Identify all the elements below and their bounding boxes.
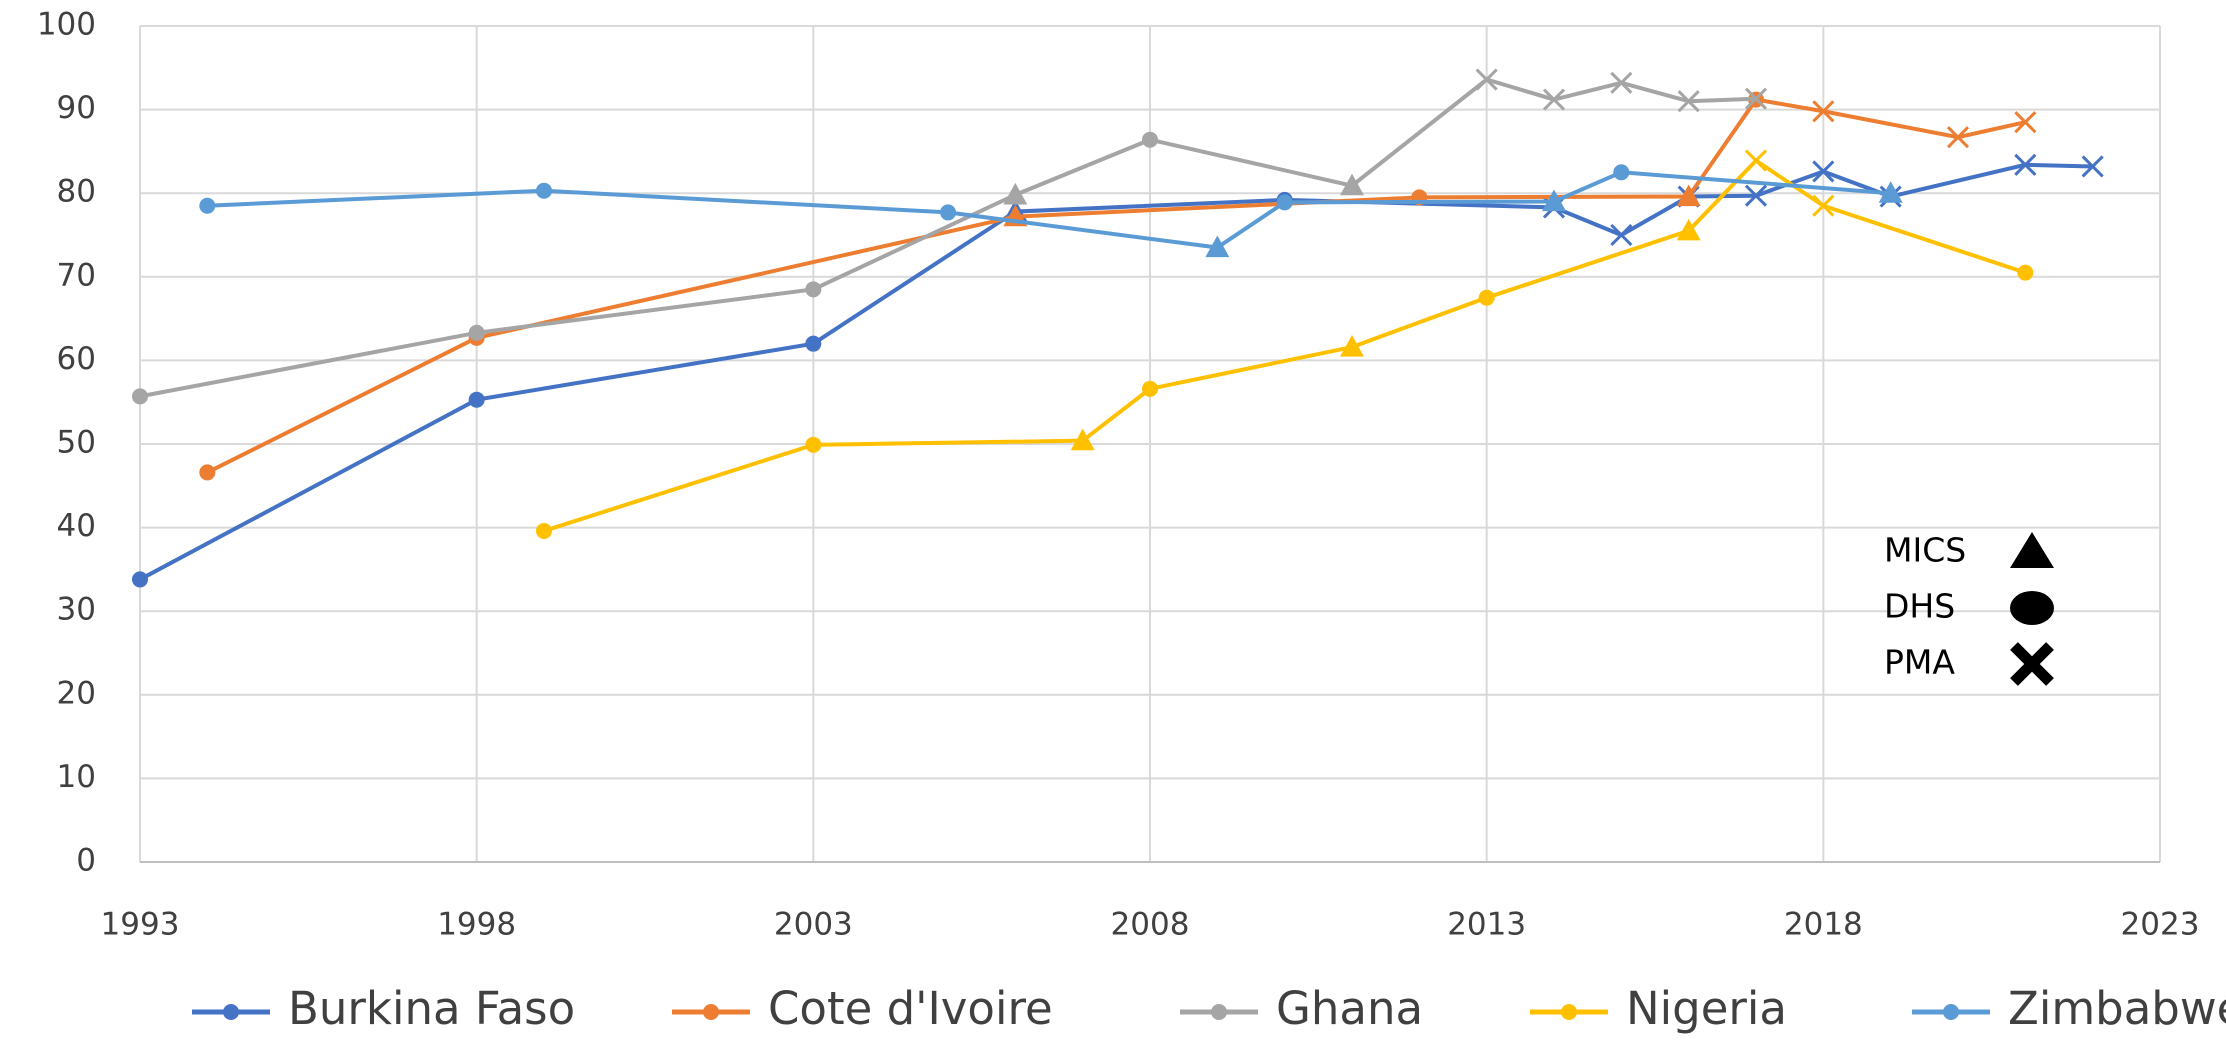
marker-cross (1677, 90, 1700, 113)
series-line (543, 157, 2026, 533)
marker-circle (1142, 380, 1158, 397)
marker-cross (2014, 153, 2037, 176)
marker-circle (468, 324, 485, 341)
marker-cross (1744, 149, 1768, 172)
marker-circle (2017, 264, 2034, 281)
marker-triangle (1542, 189, 1566, 212)
x-tick-label: 1993 (101, 907, 180, 943)
y-tick-label: 90 (57, 90, 96, 126)
marker-cross (1812, 194, 1835, 217)
marker-triangle (1205, 235, 1230, 258)
marker-triangle (1676, 184, 1701, 207)
x-tick-label: 2018 (1784, 907, 1863, 943)
y-tick-label: 100 (37, 7, 96, 43)
legend-label: Ghana (1276, 982, 1423, 1035)
key-cross (2010, 642, 2054, 686)
legend-marker (223, 1004, 239, 1020)
key-circle (2010, 591, 2054, 625)
marker-cross (1610, 71, 1633, 94)
legend-marker (1561, 1004, 1577, 1020)
key-triangle (2010, 532, 2054, 568)
marker-circle (199, 464, 216, 481)
marker-circle (805, 281, 822, 298)
marker-triangle (1003, 182, 1028, 205)
legend-marker (703, 1004, 719, 1020)
marker-triangle (1340, 173, 1364, 196)
marker-cross (1812, 160, 1835, 183)
marker-circle (468, 391, 485, 408)
y-tick-label: 20 (57, 675, 96, 711)
marker-key-label: DHS (1884, 587, 1955, 626)
marker-circle (1613, 164, 1630, 181)
y-tick-label: 40 (57, 508, 96, 544)
marker-key-label: MICS (1884, 531, 1966, 570)
series-line (139, 77, 1757, 399)
marker-circle (1478, 289, 1495, 306)
legend-label: Zimbabwe (2008, 982, 2226, 1035)
series-line (207, 170, 1891, 250)
marker-circle (536, 182, 552, 199)
y-tick-label: 30 (57, 592, 96, 628)
y-tick-label: 70 (57, 257, 96, 293)
y-tick-label: 80 (57, 174, 96, 210)
marker-cross (1946, 126, 1970, 149)
x-tick-label: 2003 (774, 907, 853, 943)
legend-marker (1943, 1004, 1959, 1020)
marker-circle (940, 204, 956, 221)
marker-circle (132, 388, 148, 405)
marker-circle (199, 197, 216, 214)
marker-circle (805, 436, 822, 453)
legend-marker (1211, 1004, 1227, 1020)
x-tick-label: 2013 (1447, 907, 1526, 943)
marker-cross (1744, 184, 1768, 207)
x-tick-label: 2023 (2121, 907, 2200, 943)
series-line (139, 162, 2093, 582)
x-tick-label: 1998 (437, 907, 516, 943)
marker-triangle (1676, 218, 1701, 241)
marker-circle (132, 571, 148, 588)
legend-label: Burkina Faso (288, 982, 575, 1035)
marker-circle (536, 522, 552, 539)
marker-cross (1610, 223, 1633, 247)
x-tick-label: 2008 (1111, 907, 1190, 943)
marker-cross (1744, 87, 1768, 110)
marker-triangle (1878, 181, 1903, 203)
marker-circle (1142, 131, 1158, 148)
legend-label: Cote d'Ivoire (768, 982, 1053, 1035)
marker-cross (2014, 111, 2037, 134)
y-tick-label: 0 (76, 843, 96, 879)
y-tick-label: 10 (57, 759, 96, 795)
marker-cross (1475, 68, 1498, 91)
y-tick-label: 60 (57, 341, 96, 377)
y-tick-label: 50 (57, 425, 96, 461)
marker-key-label: PMA (1884, 643, 1955, 682)
marker-cross (1812, 100, 1835, 123)
marker-cross (2081, 155, 2104, 178)
marker-cross (1542, 88, 1566, 111)
marker-triangle (1340, 335, 1364, 357)
legend-label: Nigeria (1626, 982, 1787, 1035)
marker-circle (805, 335, 822, 352)
marker-triangle (1070, 428, 1095, 451)
marker-circle (1276, 194, 1293, 211)
